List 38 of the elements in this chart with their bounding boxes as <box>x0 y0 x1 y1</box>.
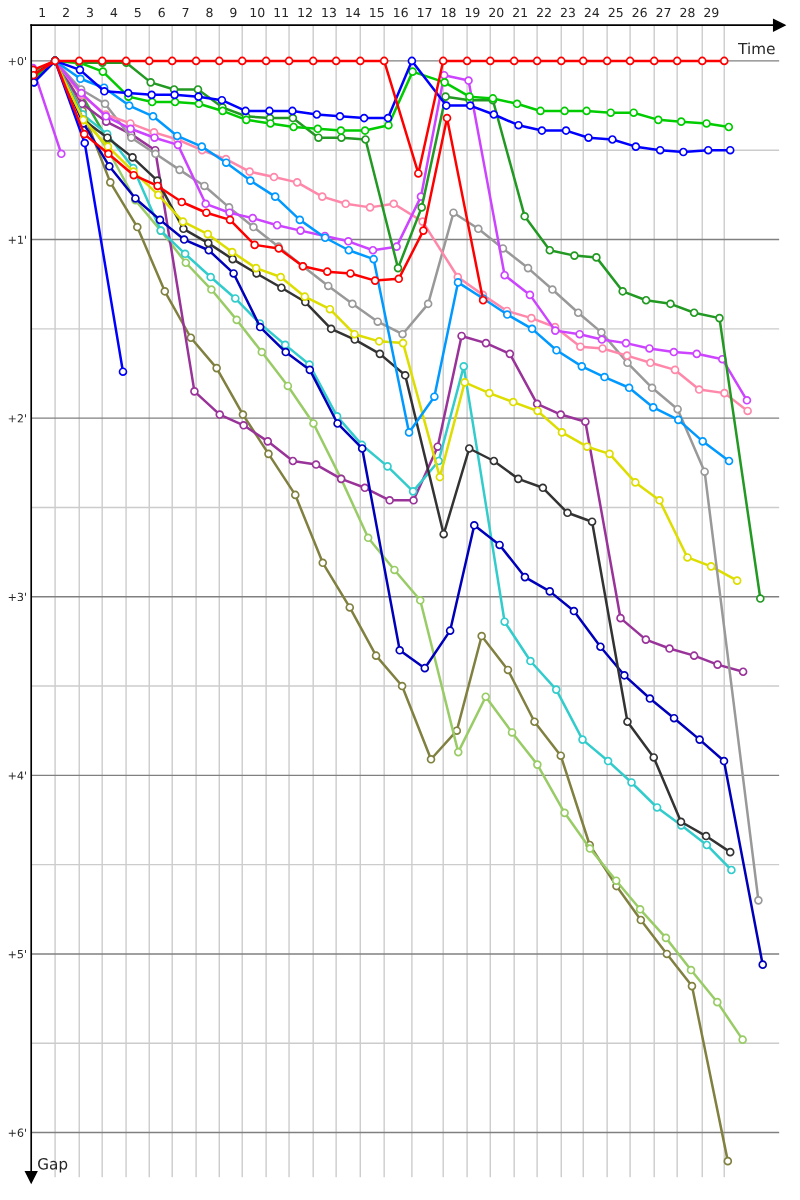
x-axis-title: Time <box>738 42 775 55</box>
x-tick-label: 18 <box>441 7 456 18</box>
x-tick-label: 21 <box>513 7 527 18</box>
x-tick-label: 27 <box>656 7 671 18</box>
x-tick-label: 22 <box>537 7 551 18</box>
x-tick-label: 1 <box>39 7 46 18</box>
x-tick-label: 20 <box>489 7 504 18</box>
y-tick-label: +1' <box>8 235 26 244</box>
x-tick-label: 17 <box>417 7 432 18</box>
x-tick-label: 7 <box>182 7 189 18</box>
x-tick-label: 2 <box>63 7 69 18</box>
y-tick-label: +5' <box>8 950 26 959</box>
x-tick-label: 29 <box>704 7 719 18</box>
y-tick-label: +2' <box>8 414 26 423</box>
x-tick-label: 11 <box>274 7 288 18</box>
x-tick-label: 23 <box>560 7 575 18</box>
y-tick-label: +0' <box>8 56 26 66</box>
x-tick-label: 4 <box>110 7 118 18</box>
x-tick-label: 10 <box>250 7 265 18</box>
x-tick-label: 15 <box>370 7 384 18</box>
x-tick-label: 14 <box>346 7 361 18</box>
y-tick-label: +3' <box>8 592 26 602</box>
x-tick-label: 19 <box>465 7 480 18</box>
x-tick-label: 5 <box>134 7 141 18</box>
x-tick-label: 3 <box>86 7 93 18</box>
x-tick-label: 25 <box>608 7 623 18</box>
x-tick-label: 16 <box>394 7 408 18</box>
y-tick-label: +4' <box>8 771 26 780</box>
x-tick-label: 13 <box>322 7 336 18</box>
x-tick-label: 12 <box>298 7 312 18</box>
y-axis-title: Gap <box>38 1158 68 1173</box>
x-tick-label: 26 <box>632 7 647 18</box>
x-tick-label: 6 <box>158 7 165 18</box>
y-tick-label: +6' <box>8 1128 26 1137</box>
x-tick-label: 24 <box>584 7 600 18</box>
x-tick-label: 9 <box>230 7 237 18</box>
x-tick-label: 28 <box>680 7 695 18</box>
x-tick-label: 8 <box>206 7 213 18</box>
